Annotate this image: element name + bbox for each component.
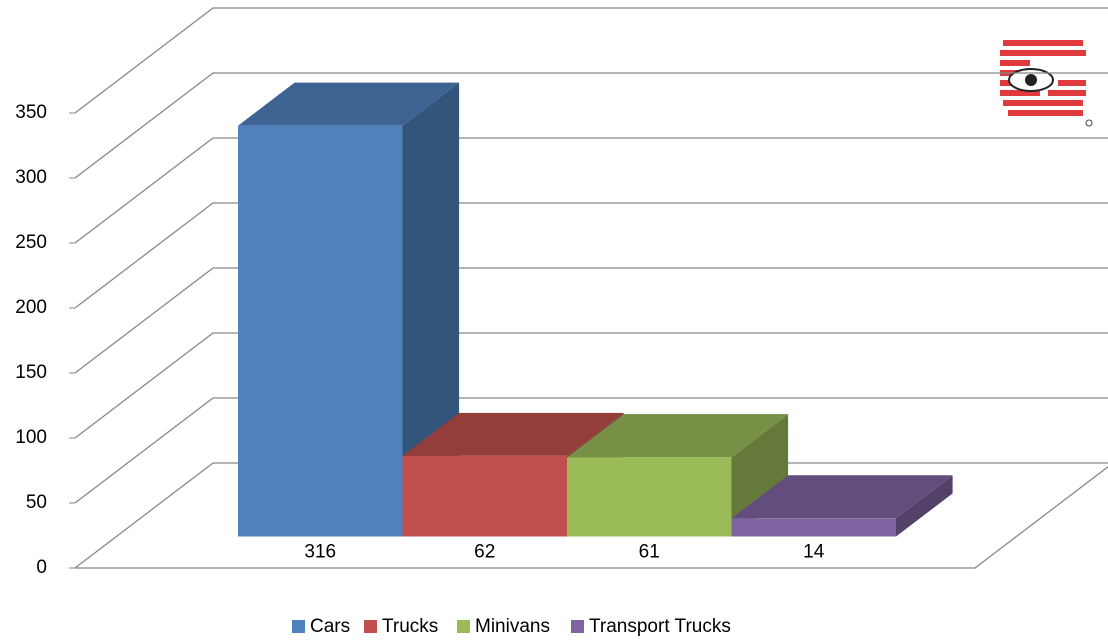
y-tick-label: 250	[15, 232, 47, 253]
grid-line	[74, 7, 1108, 114]
bar-top	[731, 475, 953, 519]
legend-label: Trucks	[382, 616, 438, 637]
legend-label: Minivans	[475, 616, 550, 637]
bar-top	[567, 414, 789, 458]
legend-swatch	[571, 620, 584, 633]
data-label: 62	[474, 542, 495, 563]
bar-top	[238, 82, 460, 126]
grid-line	[74, 397, 1108, 504]
bar	[402, 455, 567, 537]
data-label: 14	[803, 542, 825, 563]
grid-line	[74, 332, 1108, 439]
y-tick-label: 200	[15, 297, 47, 318]
y-tick-label: 50	[26, 492, 47, 513]
y-tick-label: 350	[15, 102, 47, 123]
grid-line	[74, 202, 1108, 309]
logo	[1000, 40, 1093, 127]
legend-swatch	[364, 620, 377, 633]
bar	[731, 518, 896, 537]
bar	[567, 457, 732, 537]
grid-line	[74, 72, 1108, 179]
data-label: 61	[639, 542, 660, 563]
legend-swatch	[457, 620, 470, 633]
bar-side	[731, 414, 789, 537]
bar	[238, 125, 403, 537]
y-tick-label: 300	[15, 167, 47, 188]
legend-label: Cars	[310, 616, 350, 637]
bar-side	[402, 82, 460, 537]
y-tick-label: 100	[15, 427, 47, 448]
legend-swatch	[292, 620, 305, 633]
grid-line	[74, 137, 1108, 244]
bar-top	[402, 412, 624, 456]
y-tick-label: 150	[15, 362, 47, 383]
y-tick-label: 0	[36, 557, 47, 578]
bar-side	[896, 475, 953, 537]
grid-line	[74, 267, 1108, 374]
grid-line	[74, 462, 1108, 569]
data-label: 316	[304, 542, 336, 563]
legend-label: Transport Trucks	[589, 616, 731, 637]
floor-edge	[75, 465, 1108, 569]
